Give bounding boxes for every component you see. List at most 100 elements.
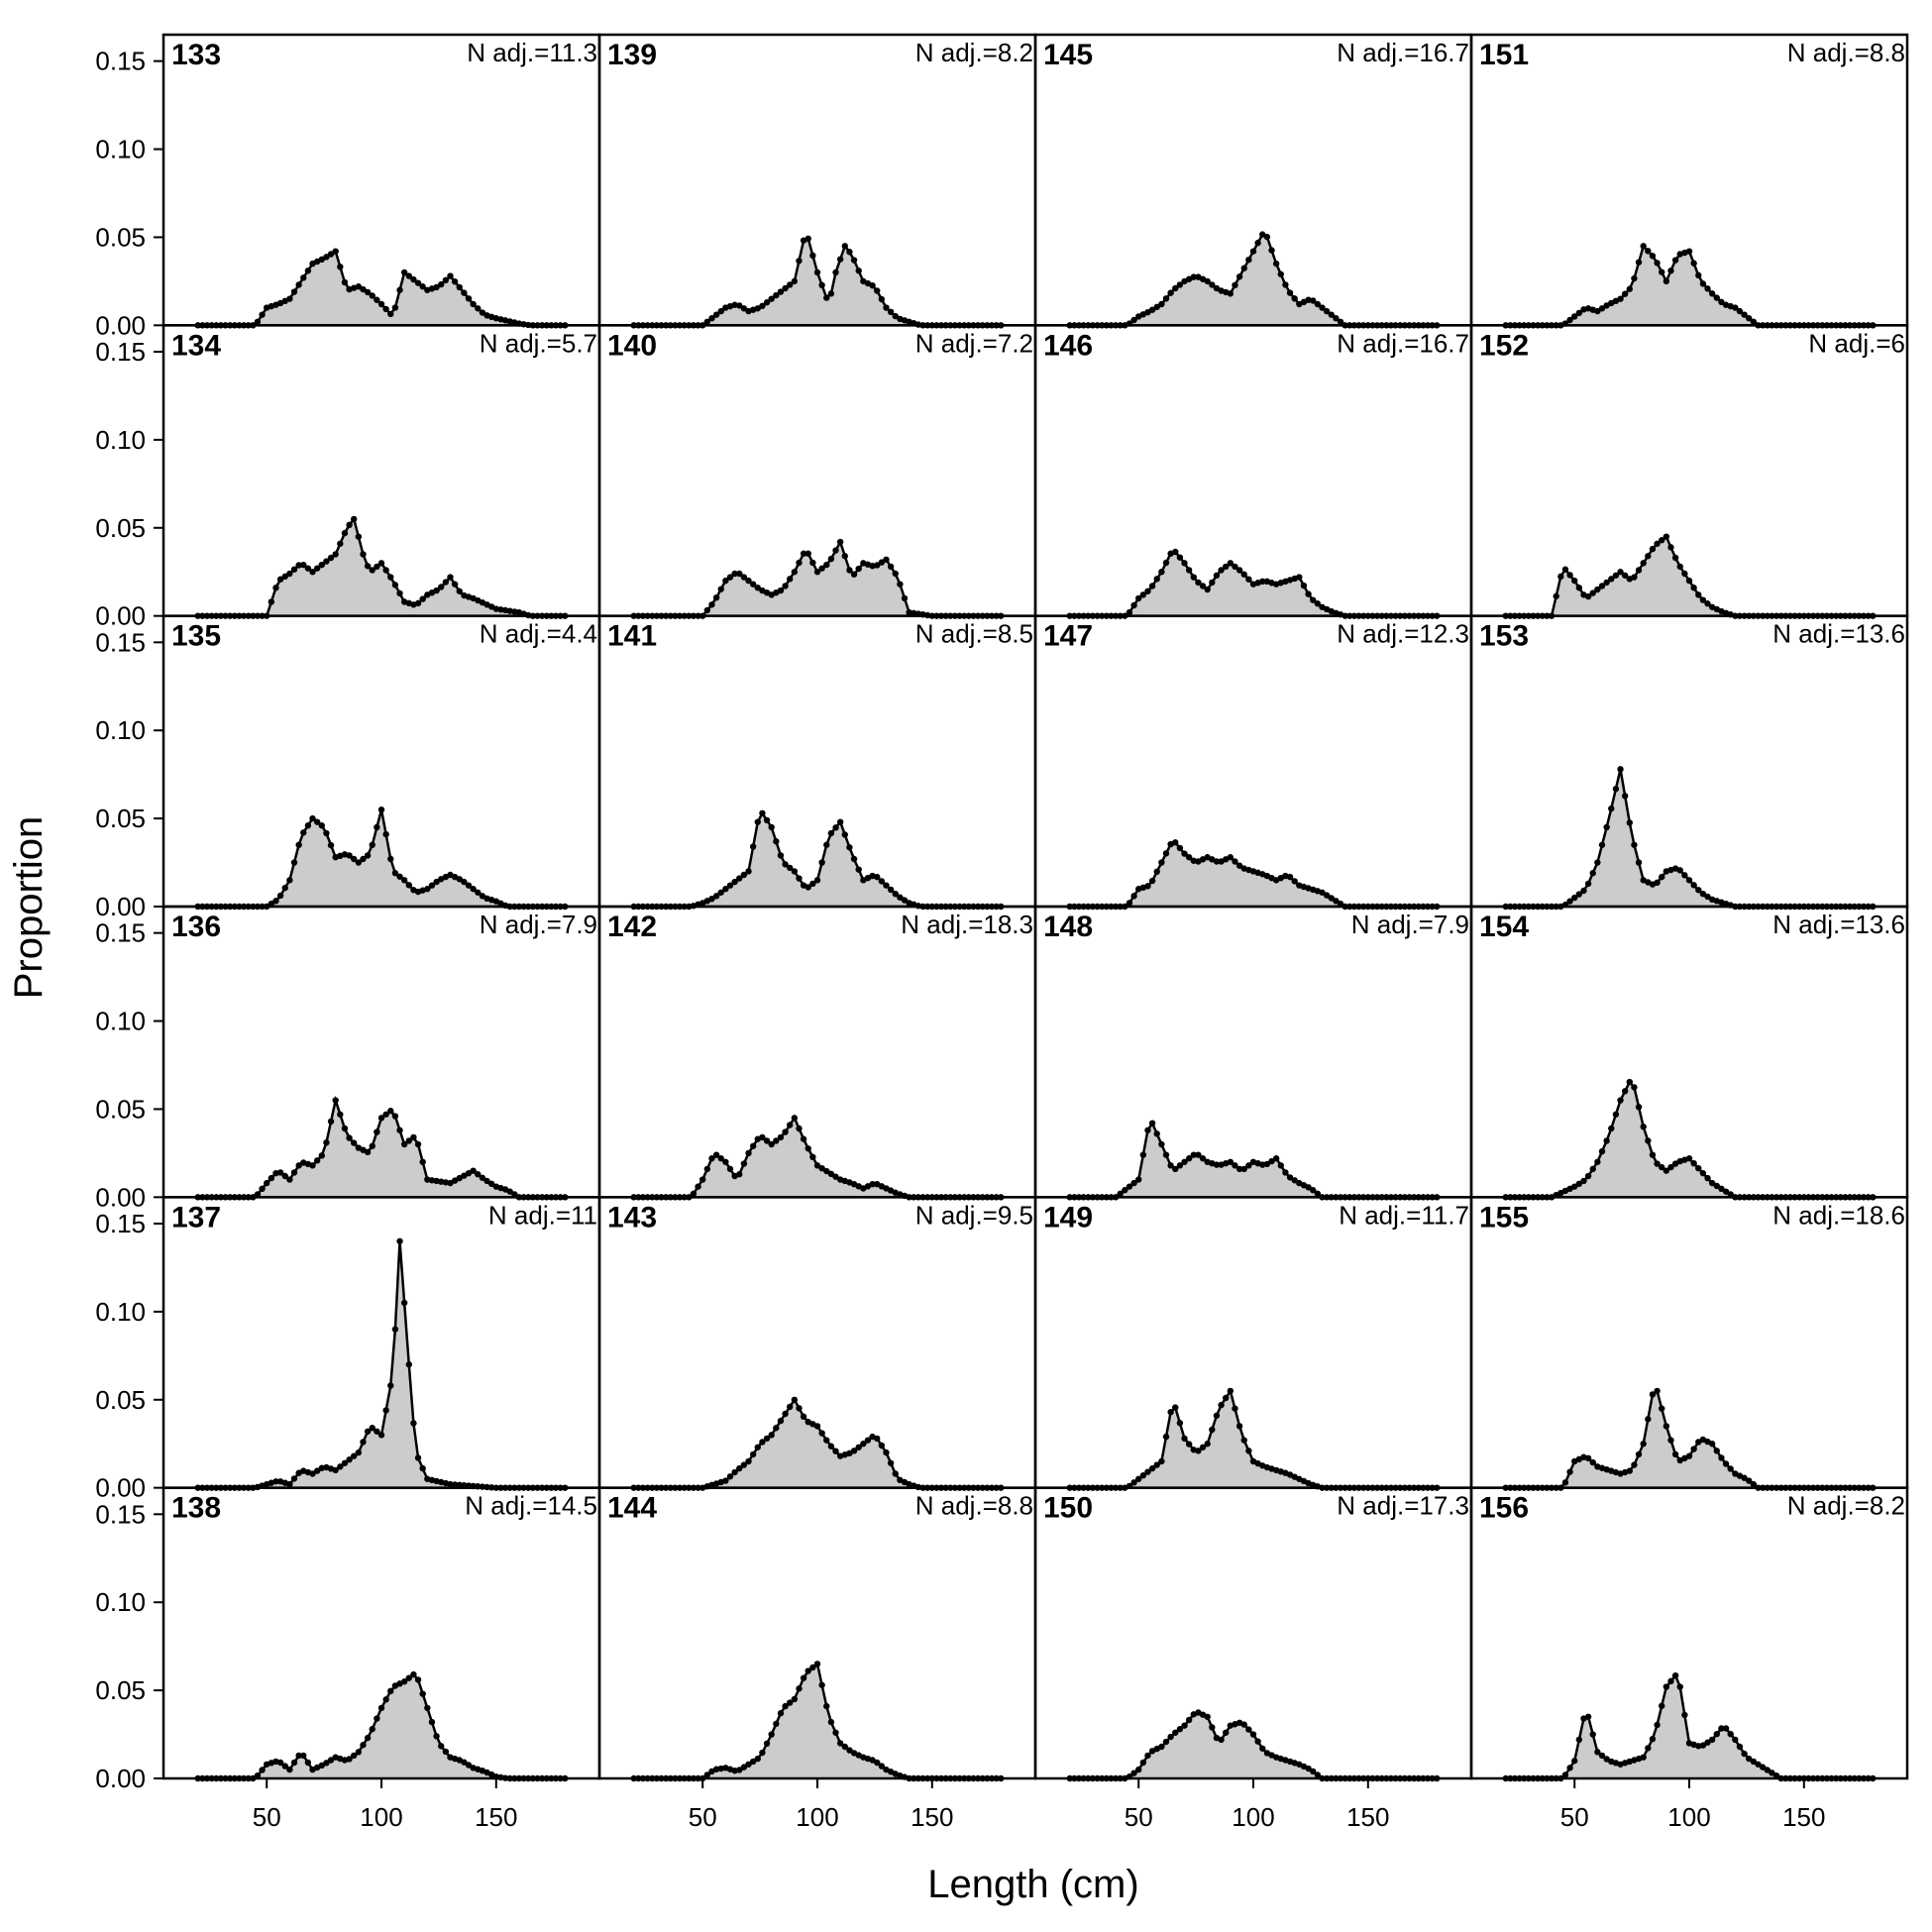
data-point <box>461 289 468 296</box>
data-point <box>272 898 279 905</box>
y-tick-label: 0.10 <box>95 715 146 745</box>
data-point <box>400 877 408 884</box>
data-point <box>374 563 380 571</box>
data-point <box>374 1128 380 1135</box>
data-point <box>818 1164 825 1172</box>
data-point <box>1245 1162 1252 1169</box>
data-point <box>1746 315 1753 322</box>
data-point <box>1310 1768 1317 1775</box>
data-point <box>823 294 830 301</box>
data-point <box>703 1771 711 1778</box>
data-point <box>286 570 293 578</box>
data-point <box>901 897 909 904</box>
n-adj-label: N adj.=13.6 <box>1772 910 1905 939</box>
data-point <box>1130 893 1137 900</box>
x-tick-label: 50 <box>1560 1802 1589 1832</box>
data-point <box>1654 540 1661 547</box>
data-point <box>1235 1165 1243 1173</box>
data-point <box>1153 576 1160 583</box>
data-point <box>1126 900 1133 907</box>
data-point <box>768 1140 775 1148</box>
panel-frame <box>161 33 601 327</box>
n-adj-label: N adj.=8.2 <box>1787 1491 1905 1521</box>
panel-150: 150 N adj.=17.3 <box>1033 1486 1473 1782</box>
data-point <box>832 1729 839 1736</box>
data-point <box>1310 297 1317 304</box>
data-point <box>805 550 811 557</box>
data-point <box>290 1759 298 1767</box>
data-point <box>364 1148 372 1156</box>
data-point <box>433 587 440 594</box>
data-point <box>1626 1078 1633 1086</box>
data-point <box>1685 1452 1693 1459</box>
data-point <box>1333 315 1340 322</box>
data-point <box>400 1140 408 1148</box>
data-point <box>1681 570 1688 578</box>
data-point <box>1603 579 1610 587</box>
data-point <box>1185 1716 1193 1724</box>
data-point <box>1732 1736 1739 1744</box>
data-point <box>1654 1387 1661 1395</box>
data-point <box>731 878 738 886</box>
data-point <box>1282 1169 1289 1176</box>
data-point <box>382 305 389 313</box>
data-point <box>1635 859 1643 866</box>
data-point <box>846 844 853 851</box>
data-point <box>369 292 376 299</box>
area-fill <box>197 809 566 907</box>
data-point <box>1663 1683 1670 1690</box>
data-point <box>1181 850 1188 857</box>
data-point <box>414 1454 422 1461</box>
data-point <box>1640 1124 1647 1130</box>
y-tick-label: 0.10 <box>95 1297 146 1327</box>
data-point <box>1259 1745 1266 1752</box>
data-point <box>1204 1441 1211 1448</box>
data-point <box>1584 592 1592 600</box>
data-point <box>759 1749 766 1757</box>
area-fill <box>197 1674 566 1778</box>
data-point <box>470 300 477 308</box>
data-point <box>841 243 848 250</box>
data-point <box>456 588 463 594</box>
data-point <box>1594 859 1601 866</box>
data-point <box>1659 873 1665 881</box>
data-point <box>405 1361 412 1368</box>
data-point <box>300 561 307 569</box>
data-point <box>864 1437 872 1444</box>
data-point <box>1126 1183 1133 1190</box>
data-point <box>1172 1165 1179 1173</box>
data-point <box>327 1757 335 1764</box>
data-point <box>264 1179 270 1187</box>
data-point <box>1575 1180 1583 1188</box>
data-point <box>341 278 349 286</box>
data-point <box>1626 1467 1633 1474</box>
data-point <box>832 268 839 276</box>
data-point <box>1584 880 1592 888</box>
panel-id-label: 150 <box>1043 1492 1093 1525</box>
data-point <box>1314 1771 1322 1778</box>
data-point <box>823 1167 830 1175</box>
data-point <box>1291 878 1298 885</box>
data-point <box>703 1165 711 1173</box>
data-point <box>796 1405 803 1412</box>
data-point <box>1603 823 1610 831</box>
panel-134: 134 N adj.=5.7 <box>161 324 601 619</box>
data-point <box>1139 1759 1147 1767</box>
data-point <box>809 559 816 567</box>
y-tick-label: 0.10 <box>95 135 146 164</box>
data-point <box>1640 1441 1647 1448</box>
data-point <box>1566 316 1573 324</box>
data-point <box>1566 898 1573 905</box>
n-adj-label: N adj.=8.2 <box>915 38 1033 67</box>
data-point <box>754 1755 761 1763</box>
data-point <box>1685 248 1693 255</box>
data-point <box>827 829 835 837</box>
panel-frame <box>1033 324 1473 617</box>
data-point <box>763 1740 771 1748</box>
data-point <box>470 1167 477 1174</box>
data-point <box>1144 1127 1151 1133</box>
x-tick-label: 150 <box>475 1802 517 1832</box>
data-point <box>447 272 454 279</box>
data-point <box>1736 307 1744 315</box>
